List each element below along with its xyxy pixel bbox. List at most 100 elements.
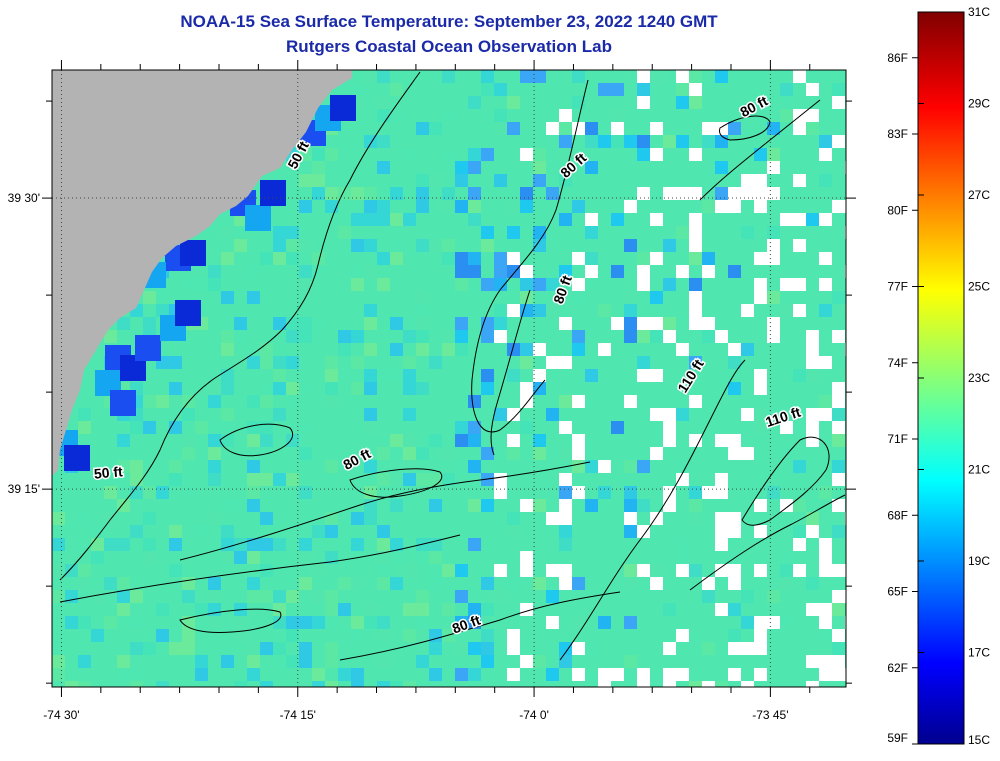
sst-pixel bbox=[637, 460, 650, 473]
sst-pixel bbox=[403, 564, 416, 577]
sst-pixel bbox=[260, 180, 286, 206]
sst-pixel bbox=[572, 330, 585, 343]
colorbar-celsius-label: 25C bbox=[968, 280, 990, 294]
sst-pixel bbox=[533, 148, 546, 161]
sst-pixel bbox=[572, 434, 585, 447]
sst-pixel bbox=[624, 564, 637, 577]
sst-pixel bbox=[689, 486, 702, 499]
sst-pixel bbox=[416, 174, 429, 187]
sst-pixel bbox=[442, 473, 455, 486]
sst-pixel bbox=[780, 551, 793, 564]
sst-pixel bbox=[780, 278, 793, 291]
sst-pixel bbox=[533, 577, 546, 590]
sst-pixel bbox=[832, 421, 845, 434]
sst-pixel bbox=[754, 616, 767, 629]
sst-pixel bbox=[715, 525, 728, 538]
colorbar-celsius-label: 23C bbox=[968, 371, 990, 385]
sst-pixel bbox=[676, 408, 689, 421]
sst-pixel bbox=[624, 317, 637, 330]
sst-pixel bbox=[559, 135, 572, 148]
sst-pixel bbox=[416, 304, 429, 317]
colorbar-fahrenheit-label: 59F bbox=[887, 731, 908, 745]
sst-pixel bbox=[689, 681, 702, 687]
sst-pixel bbox=[143, 551, 156, 564]
sst-pixel bbox=[832, 629, 845, 642]
sst-pixel bbox=[845, 265, 846, 278]
contour-80ft-ne bbox=[699, 99, 821, 201]
sst-pixel bbox=[221, 525, 234, 538]
sst-pixel bbox=[832, 590, 845, 603]
sst-pixel bbox=[377, 655, 390, 668]
sst-pixel bbox=[442, 109, 455, 122]
sst-pixel bbox=[728, 447, 741, 460]
sst-pixel bbox=[728, 551, 741, 564]
sst-pixel bbox=[377, 447, 390, 460]
sst-pixel bbox=[650, 291, 663, 304]
sst-pixel bbox=[585, 252, 598, 265]
sst-pixel bbox=[364, 265, 377, 278]
sst-pixel bbox=[559, 642, 572, 655]
sst-pixel bbox=[676, 83, 689, 96]
sst-pixel bbox=[351, 213, 364, 226]
sst-pixel bbox=[819, 629, 832, 642]
sst-pixel bbox=[221, 317, 234, 330]
sst-pixel bbox=[585, 499, 598, 512]
sst-pixel bbox=[728, 603, 741, 616]
sst-pixel bbox=[806, 83, 819, 96]
sst-pixel bbox=[767, 486, 780, 499]
sst-pixel bbox=[208, 616, 221, 629]
sst-pixel bbox=[234, 239, 247, 252]
sst-pixel bbox=[637, 525, 650, 538]
colorbar-labels: 31C 29C 27C 25C 23C 21C 19C 17C 15C 86F 83F 80F 77F 7… bbox=[887, 5, 990, 747]
contour-110ft-loop bbox=[741, 436, 830, 526]
sst-pixel bbox=[234, 213, 247, 226]
sst-pixel bbox=[286, 629, 299, 642]
sst-pixel bbox=[338, 330, 351, 343]
sst-pixel bbox=[416, 629, 429, 642]
sst-pixel bbox=[624, 655, 637, 668]
sst-pixel bbox=[91, 538, 104, 551]
sst-pixel bbox=[819, 148, 832, 161]
sst-pixel bbox=[325, 369, 338, 382]
sst-pixel bbox=[156, 629, 169, 642]
sst-pixel bbox=[390, 447, 403, 460]
sst-pixel bbox=[364, 369, 377, 382]
sst-pixel bbox=[559, 109, 572, 122]
sst-pixel bbox=[715, 538, 728, 551]
sst-pixel bbox=[806, 577, 819, 590]
sst-pixel bbox=[845, 174, 846, 187]
sst-pixel bbox=[299, 330, 312, 343]
sst-pixel bbox=[715, 473, 728, 486]
sst-pixel bbox=[728, 668, 741, 681]
sst-pixel bbox=[455, 161, 468, 174]
sst-pixel bbox=[767, 590, 780, 603]
sst-pixel bbox=[611, 135, 624, 148]
sst-pixel bbox=[572, 577, 585, 590]
sst-pixel bbox=[364, 343, 377, 356]
sst-pixel bbox=[832, 395, 845, 408]
sst-pixel bbox=[832, 382, 845, 395]
sst-pixel bbox=[832, 642, 845, 655]
sst-pixel bbox=[728, 200, 741, 213]
sst-pixel bbox=[728, 512, 741, 525]
sst-pixel bbox=[832, 473, 845, 486]
sst-pixel bbox=[416, 616, 429, 629]
sst-pixel bbox=[273, 642, 286, 655]
sst-pixel bbox=[715, 330, 728, 343]
sst-pixel bbox=[559, 525, 572, 538]
sst-pixel bbox=[754, 408, 767, 421]
sst-pixel bbox=[689, 70, 702, 83]
sst-pixel bbox=[247, 395, 260, 408]
sst-pixel bbox=[819, 603, 832, 616]
sst-pixel bbox=[559, 148, 572, 161]
sst-pixel bbox=[364, 213, 377, 226]
sst-pixel bbox=[754, 200, 767, 213]
sst-pixel bbox=[247, 434, 260, 447]
sst-pixel bbox=[312, 317, 325, 330]
sst-pixel bbox=[234, 538, 247, 551]
sst-pixel bbox=[299, 616, 312, 629]
sst-pixel bbox=[117, 538, 130, 551]
sst-pixel bbox=[572, 291, 585, 304]
sst-pixel bbox=[273, 369, 286, 382]
sst-pixel bbox=[234, 317, 247, 330]
